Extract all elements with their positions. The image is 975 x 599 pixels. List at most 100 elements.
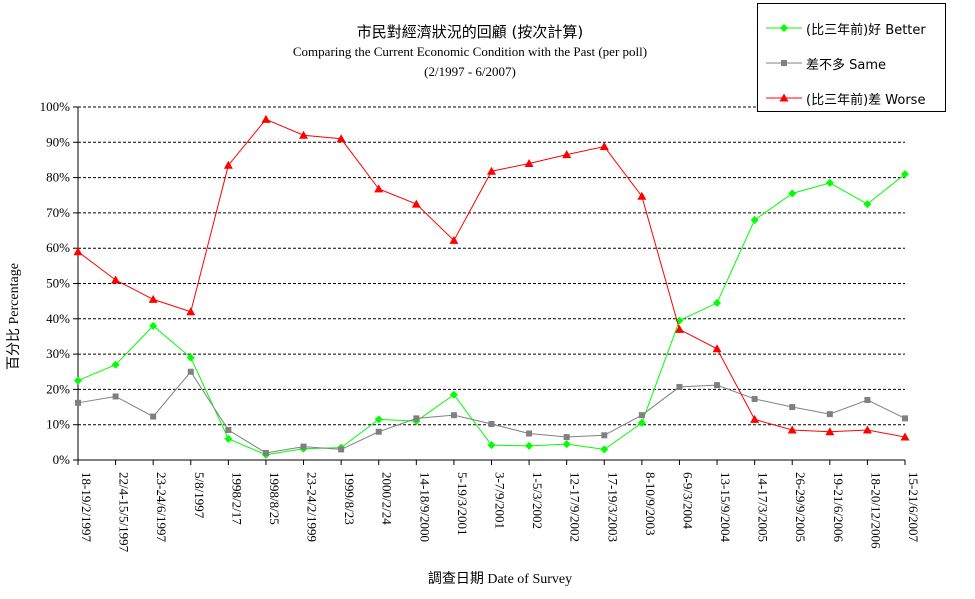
data-point-1 xyxy=(375,428,382,435)
x-tick-label: 18-19/2/1997 xyxy=(79,472,94,543)
x-tick-label: 17-19/3/2003 xyxy=(605,472,620,542)
data-point-0 xyxy=(600,445,609,454)
data-point-0 xyxy=(487,441,496,450)
y-tick-label: 80% xyxy=(46,170,70,185)
data-point-0 xyxy=(449,390,458,399)
x-tick-label: 23-24/2/1999 xyxy=(305,472,320,542)
data-point-1 xyxy=(751,395,758,402)
x-tick-label: 19-21/6/2006 xyxy=(831,472,846,543)
data-point-1 xyxy=(225,426,232,433)
data-point-0 xyxy=(825,178,834,187)
series-line-0 xyxy=(77,173,906,456)
legend-swatch xyxy=(766,24,802,32)
legend-label: 差不多 Same xyxy=(806,57,887,73)
data-point-2 xyxy=(261,114,271,123)
data-point-2 xyxy=(111,275,121,284)
chart-title-block: 市民對經濟狀況的回顧 (按次計算) Comparing the Current … xyxy=(190,22,750,81)
data-point-2 xyxy=(750,414,760,423)
data-point-2 xyxy=(674,324,684,333)
legend-item: 差不多 Same xyxy=(766,53,886,73)
data-point-0 xyxy=(74,376,82,385)
y-tick-label: 20% xyxy=(46,381,70,396)
data-point-1 xyxy=(676,383,683,390)
data-point-1 xyxy=(638,412,645,419)
data-point-2 xyxy=(186,307,196,316)
data-point-0 xyxy=(750,215,759,224)
data-point-0 xyxy=(562,440,571,449)
legend: (比三年前)好 Better 差不多 Same (比三年前)差 Worse xyxy=(757,3,946,112)
data-point-1 xyxy=(714,382,721,389)
data-point-0 xyxy=(374,415,383,424)
y-tick-label: 90% xyxy=(46,134,70,149)
x-tick-label: 15-21/6/2007 xyxy=(906,472,921,543)
data-point-1 xyxy=(413,415,420,422)
data-point-1 xyxy=(864,396,871,403)
y-tick-label: 0% xyxy=(53,452,71,467)
data-point-2 xyxy=(787,425,797,434)
data-point-1 xyxy=(526,430,533,437)
y-tick-label: 30% xyxy=(46,346,70,361)
x-tick-label: 1998/2/17 xyxy=(229,472,244,525)
data-point-0 xyxy=(186,353,195,362)
data-point-0 xyxy=(525,441,534,450)
chart-subtitle: Comparing the Current Economic Condition… xyxy=(292,44,648,59)
data-point-0 xyxy=(224,434,233,443)
x-tick-label: 14-17/3/2005 xyxy=(756,472,771,542)
data-point-0 xyxy=(863,200,872,209)
y-axis-label: 百分比 Percentage xyxy=(7,263,22,370)
data-point-2 xyxy=(712,344,722,353)
x-tick-label: 18-20/12/2006 xyxy=(868,472,883,549)
data-point-1 xyxy=(601,432,608,439)
x-tick-label: 5-19/3/2001 xyxy=(455,472,470,536)
data-point-2 xyxy=(637,191,647,200)
data-point-1 xyxy=(450,412,457,419)
data-point-1 xyxy=(300,443,307,450)
data-point-2 xyxy=(487,166,496,175)
y-tick-label: 70% xyxy=(46,205,70,220)
y-tick-label: 60% xyxy=(46,240,70,255)
data-point-1 xyxy=(262,449,269,456)
series-line-1 xyxy=(77,370,906,454)
data-point-0 xyxy=(901,170,909,179)
x-tick-label: 3-7/9/2001 xyxy=(493,472,508,529)
data-point-1 xyxy=(488,420,495,427)
data-point-2 xyxy=(862,425,872,434)
data-point-1 xyxy=(112,393,119,400)
data-point-2 xyxy=(73,247,83,256)
data-point-1 xyxy=(902,415,908,422)
legend-label: (比三年前)差 Worse xyxy=(806,92,926,108)
data-point-1 xyxy=(150,413,157,420)
legend-item: (比三年前)好 Better xyxy=(766,18,926,38)
legend-label: (比三年前)好 Better xyxy=(806,22,926,38)
data-point-1 xyxy=(563,434,570,441)
x-tick-label: 14-18/9/2000 xyxy=(417,472,432,542)
x-axis-label: 調查日期 Date of Survey xyxy=(427,572,573,587)
data-point-1 xyxy=(338,446,345,453)
x-tick-label: 23-24/6/1997 xyxy=(154,472,169,543)
data-point-2 xyxy=(374,184,384,193)
x-tick-label: 8-10/9/2003 xyxy=(643,472,658,536)
data-point-2 xyxy=(148,294,158,303)
x-tick-label: 1999/8/23 xyxy=(342,472,357,525)
data-point-0 xyxy=(111,360,120,369)
data-point-2 xyxy=(223,160,233,169)
chart-period: (2/1997 - 6/2007) xyxy=(424,64,516,79)
y-tick-label: 40% xyxy=(46,311,70,326)
y-tick-label: 50% xyxy=(46,276,70,291)
data-point-2 xyxy=(449,235,459,244)
x-tick-label: 2000/2/24 xyxy=(380,472,395,525)
data-point-1 xyxy=(826,411,833,418)
x-tick-label: 5/8/1997 xyxy=(192,472,207,519)
x-tick-label: 6-9/3/2004 xyxy=(680,472,695,530)
x-tick-label: 1998/8/25 xyxy=(267,472,282,525)
x-tick-label: 13-15/9/2004 xyxy=(718,472,733,543)
chart-title: 市民對經濟狀況的回顧 (按次計算) xyxy=(356,23,584,41)
data-point-2 xyxy=(900,432,910,441)
data-point-2 xyxy=(411,199,421,208)
x-tick-label: 26-29/9/2005 xyxy=(793,472,808,542)
y-tick-label: 10% xyxy=(46,417,70,432)
data-point-2 xyxy=(562,150,572,159)
x-tick-label: 1-5/3/2002 xyxy=(530,472,545,529)
